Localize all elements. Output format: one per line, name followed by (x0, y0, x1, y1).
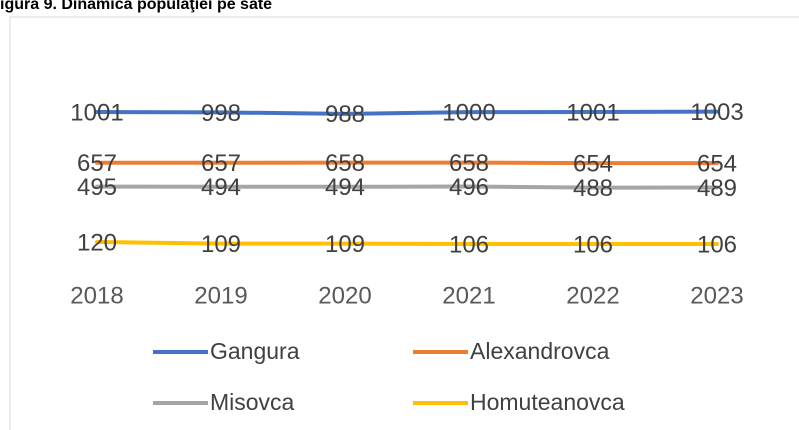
data-label: 1000 (442, 99, 495, 126)
x-tick-label: 2019 (194, 282, 247, 309)
legend-label: Alexandrovca (470, 338, 610, 364)
x-tick-label: 2018 (70, 282, 123, 309)
data-label: 1001 (566, 99, 619, 126)
data-label: 654 (573, 151, 613, 178)
series-line (95, 109, 719, 116)
data-label: 1003 (690, 99, 743, 126)
series-line (95, 160, 719, 166)
data-label: 658 (449, 150, 489, 177)
data-label: 998 (201, 100, 241, 127)
data-label: 496 (449, 174, 489, 201)
data-label: 106 (573, 231, 613, 258)
data-label: 657 (77, 150, 117, 177)
data-label: 494 (325, 174, 365, 201)
data-label: 109 (201, 231, 241, 258)
x-tick-label: 2023 (690, 282, 743, 309)
x-tick-label: 2020 (318, 282, 371, 309)
chart-border (9, 16, 799, 430)
legend-label: Homuteanovca (470, 389, 625, 415)
data-label: 120 (77, 229, 117, 256)
legend-label: Misovca (210, 389, 295, 415)
data-label: 494 (201, 174, 241, 201)
data-label: 106 (449, 231, 489, 258)
data-label: 654 (697, 151, 737, 178)
series-line (95, 239, 719, 247)
data-label: 488 (573, 175, 613, 202)
x-tick-label: 2022 (566, 282, 619, 309)
data-label: 657 (201, 150, 241, 177)
data-label: 495 (77, 174, 117, 201)
data-label: 658 (325, 150, 365, 177)
data-label: 106 (697, 231, 737, 258)
x-tick-label: 2021 (442, 282, 495, 309)
data-label: 1001 (70, 99, 123, 126)
data-label: 489 (697, 175, 737, 202)
chart-title: igura 9. Dinamica populaţiei pe sate (0, 0, 272, 13)
data-label: 109 (325, 231, 365, 258)
series-line (95, 184, 719, 190)
legend-label: Gangura (210, 338, 300, 364)
data-label: 988 (325, 101, 365, 128)
